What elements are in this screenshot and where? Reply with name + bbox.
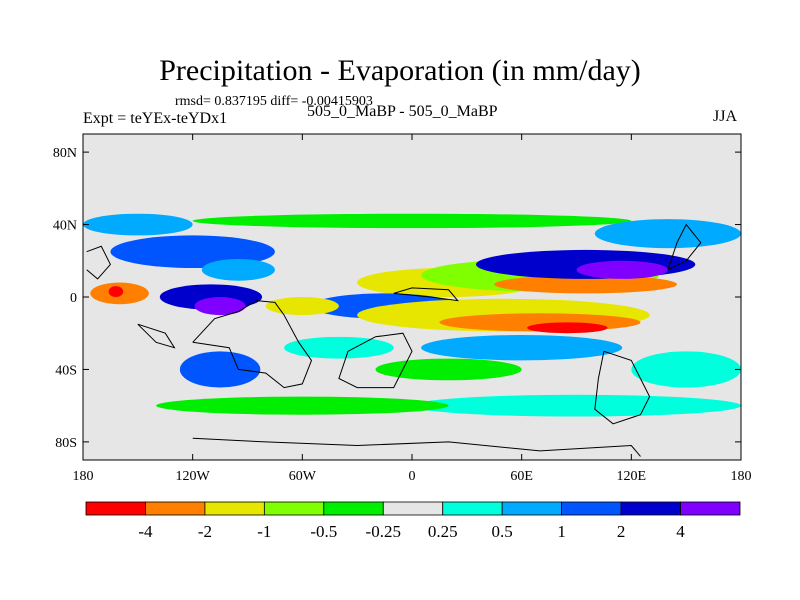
comparison-label: 505_0_MaBP - 505_0_MaBP	[307, 103, 498, 120]
colorbar-label-7: 1	[557, 522, 566, 541]
coastline-3	[594, 350, 651, 425]
y-tick-label-4: 80S	[55, 436, 77, 451]
colorbar-label-2: -1	[257, 522, 271, 541]
colorbar-box-7	[501, 501, 563, 516]
colorbar-label-4: -0.25	[366, 522, 401, 541]
x-tick-label-4: 60E	[510, 469, 533, 484]
y-tick-label-0: 80N	[53, 146, 77, 161]
field-layer	[83, 134, 742, 460]
colorbar-box-6	[442, 501, 503, 516]
y-tick-label-1: 40N	[53, 219, 77, 234]
field-blob-24	[83, 213, 193, 236]
colorbar-label-6: 0.5	[492, 522, 513, 541]
x-tick-label-3: 0	[409, 469, 416, 484]
x-tick-label-1: 120W	[176, 469, 211, 484]
coastlines	[86, 223, 702, 457]
field-blob-17	[284, 336, 394, 359]
coastline-7	[192, 437, 641, 457]
field-blob-8	[494, 275, 678, 294]
x-tick-label-0: 180	[73, 469, 94, 484]
field-blob-22	[156, 396, 449, 415]
field-blob-14	[527, 322, 608, 334]
colorbar-box-9	[620, 501, 681, 516]
colorbar-box-3	[263, 501, 325, 516]
coastline-4	[667, 223, 702, 271]
colorbar-label-1: -2	[198, 522, 212, 541]
y-tick-label-2: 0	[70, 291, 77, 306]
colorbar-box-2	[204, 501, 265, 516]
field-blob-16	[421, 335, 623, 361]
colorbar-label-3: -0.5	[310, 522, 337, 541]
field-blob-21	[412, 394, 741, 417]
colorbar-box-0	[85, 501, 146, 516]
colorbar-label-9: 4	[676, 522, 685, 541]
field-blob-25	[594, 219, 742, 249]
colorbar-box-8	[561, 501, 622, 516]
colorbar-box-1	[145, 501, 206, 516]
field-blob-19	[375, 358, 522, 381]
field-blob-20	[631, 351, 742, 388]
y-axis: 80N 40N 0 40S 80S	[53, 146, 741, 451]
field-blob-10	[576, 260, 668, 279]
coastline-6	[137, 323, 176, 349]
x-tick-label-2: 60W	[289, 469, 317, 484]
x-tick-label-6: 180	[731, 469, 752, 484]
colorbar-label-8: 2	[617, 522, 626, 541]
colorbar-box-5	[382, 501, 444, 516]
colorbar-label-5: 0.25	[428, 522, 458, 541]
chart-title: Precipitation - Evaporation (in mm/day)	[159, 54, 641, 87]
experiment-label: Expt = teYEx-teYDx1	[83, 110, 228, 127]
field-blob-23	[192, 213, 632, 229]
colorbar-box-4	[323, 501, 384, 516]
x-tick-label-5: 120E	[617, 469, 647, 484]
coastline-0	[192, 300, 313, 389]
coastline-2	[393, 287, 459, 302]
field-blob-3	[194, 297, 246, 316]
coastline-1	[338, 332, 413, 389]
coastline-5	[86, 245, 111, 280]
field-blob-5	[201, 258, 275, 281]
y-tick-label-3: 40S	[55, 363, 77, 378]
field-blob-1	[108, 286, 124, 298]
season-label: JJA	[713, 108, 738, 125]
colorbar: -4 -2 -1 -0.5 -0.25 0.25 0.5 1 2 4	[85, 501, 741, 541]
field-blob-18	[179, 351, 261, 388]
colorbar-label-0: -4	[138, 522, 153, 541]
colorbar-box-10	[680, 501, 741, 516]
rmsd-diff-stats: rmsd= 0.837195 diff= -0.00415903	[175, 94, 373, 109]
x-axis: 180 120W 60W 0 60E 120E 180	[73, 134, 752, 484]
field-blob-15	[265, 297, 339, 316]
